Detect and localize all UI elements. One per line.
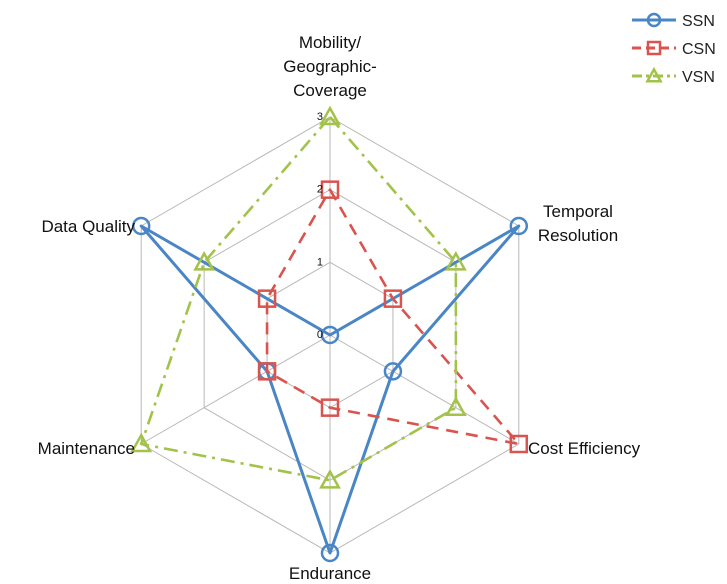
radial-tick-labels: 0 1 2 3 (317, 111, 323, 341)
legend-label-vsn: VSN (682, 69, 715, 86)
marker-csn-5 (257, 289, 277, 308)
marker-csn-1 (383, 289, 403, 308)
grid-spoke-2 (329, 334, 520, 445)
marker-vsn-5 (193, 250, 216, 271)
grid-spoke-4 (140, 334, 331, 445)
marker-ssn-1 (509, 216, 529, 236)
axis-label-3: Endurance (289, 564, 371, 583)
axis-label-line: Data Quality (41, 217, 135, 236)
axis-labels: Mobility/Geographic- Coverage Temporal Reso… (38, 33, 641, 583)
marker-vsn-0 (319, 105, 341, 126)
marker-ssn-2 (383, 362, 403, 381)
legend-marker-csn (646, 40, 662, 56)
legend-item-vsn: VSN (632, 66, 715, 86)
series-line-csn (265, 188, 521, 446)
axis-label-line: Cost Efficiency (528, 439, 641, 458)
axis-label-line: Endurance (289, 564, 371, 583)
tick-label-2: 2 (317, 184, 323, 196)
marker-vsn-1 (444, 250, 467, 271)
axis-label-0: Mobility/Geographic- Coverage (283, 33, 377, 100)
radar-series (139, 115, 521, 555)
marker-csn-3 (320, 398, 340, 417)
marker-vsn-3 (319, 468, 341, 489)
series-line-vsn (139, 115, 458, 482)
marker-ssn-5 (131, 216, 151, 236)
tick-label-1: 1 (317, 256, 323, 268)
legend-marker-ssn (646, 12, 662, 28)
legend: SSN CSN VSN (632, 12, 716, 86)
axis-label-line: Coverage (293, 81, 367, 100)
axis-label-line: Mobility/ (299, 33, 362, 52)
axis-label-2: Cost Efficiency (528, 439, 641, 458)
series-line-ssn (139, 224, 521, 555)
axis-label-line: Resolution (538, 226, 618, 245)
legend-label-csn: CSN (682, 41, 716, 58)
legend-item-csn: CSN (632, 40, 716, 58)
axis-label-1: Temporal Resolution (538, 202, 618, 245)
tick-label-0: 0 (317, 329, 323, 341)
legend-marker-vsn (645, 66, 663, 83)
axis-label-5: Data Quality (41, 217, 135, 236)
marker-csn-4 (257, 362, 277, 381)
marker-csn-0 (320, 180, 340, 199)
marker-vsn-2 (444, 396, 467, 416)
marker-csn-2 (509, 434, 529, 454)
axis-label-line: Geographic- (283, 57, 377, 76)
axis-label-4: Maintenance (38, 439, 135, 458)
axis-label-line: Maintenance (38, 439, 135, 458)
legend-item-ssn: SSN (632, 12, 715, 30)
tick-label-3: 3 (317, 111, 323, 123)
marker-ssn-0 (320, 325, 340, 345)
axis-label-line: Temporal (543, 202, 613, 221)
marker-ssn-3 (320, 543, 340, 563)
legend-label-ssn: SSN (682, 13, 715, 30)
radar-markers (130, 105, 529, 563)
marker-vsn-4 (130, 432, 153, 453)
